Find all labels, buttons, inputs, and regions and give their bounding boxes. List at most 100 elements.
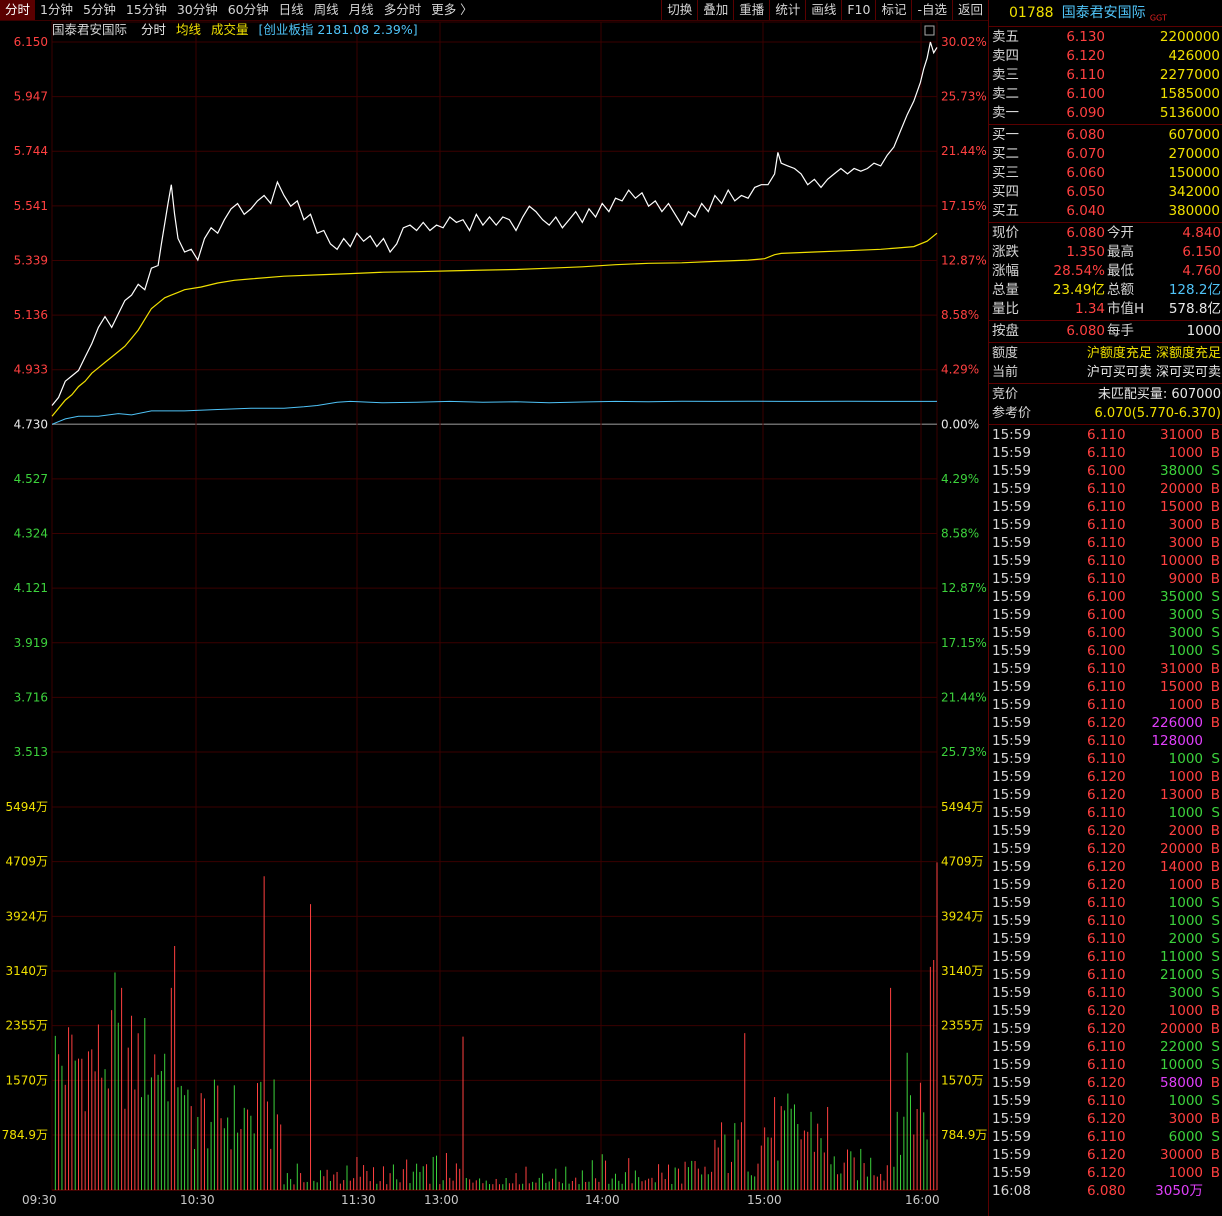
auction-section: 竞价 未匹配买量: 607000 参考价 6.070(5.770-6.370) [989,384,1222,425]
period-tab[interactable]: 更多 〉 [431,2,473,17]
trade-price: 6.120 [1087,859,1126,875]
trade-volume: 20000 [1160,841,1203,857]
trade-price: 6.080 [1087,1183,1126,1199]
trade-time: 15:59 [992,1129,1031,1145]
trade-side: B [1210,427,1220,443]
bid-row: 买一 6.080 607000 [989,126,1222,145]
price-tick-label: 3.513 [14,745,48,759]
trade-time: 15:59 [992,1057,1031,1073]
ask-volume: 426000 [1168,48,1220,64]
chart-mode-label[interactable]: 分时 [141,22,167,37]
pct-tick-label: 21.44% [941,144,987,158]
trade-time: 15:59 [992,499,1031,515]
toolbar: 分时 1分钟 5分钟 15分钟 30分钟 60分钟 日线 周线 月线 多分时 更多 〉 切换 叠加 重播… [0,0,988,21]
period-tab[interactable]: 5分钟 [82,2,116,17]
index-overlay-label[interactable]: [创业板指 2181.08 2.39%] [258,22,418,37]
period-tab[interactable]: 30分钟 [176,2,218,17]
ask-volume: 5136000 [1159,105,1220,121]
trade-side: B [1210,715,1220,731]
stat-value: 6.080 [1066,225,1105,241]
trade-side: B [1210,517,1220,533]
pct-tick-label: 4.29% [941,363,979,377]
trade-row: 15:59 6.110 20000 B [989,480,1222,498]
stat-label: 量比 [992,301,1019,317]
trade-volume: 1000 [1168,1093,1203,1109]
maximize-icon[interactable] [924,25,935,36]
period-tab[interactable]: 15分钟 [125,2,167,17]
trade-side: B [1210,535,1220,551]
trade-side: S [1211,1057,1220,1073]
tool-button[interactable]: 统计 [769,0,805,20]
tool-button[interactable]: 标记 [875,0,911,20]
tool-button[interactable]: 叠加 [697,0,733,20]
trade-price: 6.100 [1087,589,1126,605]
trade-volume: 10000 [1160,1057,1203,1073]
trade-volume: 20000 [1160,1021,1203,1037]
trade-side: B [1210,1021,1220,1037]
tool-button[interactable]: F10 [841,0,875,20]
trade-volume: 1000 [1168,445,1203,461]
trade-price: 6.110 [1087,967,1126,983]
tool-button[interactable]: 画线 [805,0,841,20]
tool-button[interactable]: 切换 [661,0,697,20]
lot-label: 每手 [1107,323,1134,339]
trade-price: 6.120 [1087,1075,1126,1091]
avg-price-line [51,232,938,417]
bid-row: 买二 6.070 270000 [989,145,1222,164]
trade-volume: 20000 [1160,481,1203,497]
quote-title: 01788 国泰君安国际 GGT [989,0,1222,27]
price-tick-label: 4.324 [14,527,48,541]
volume-label[interactable]: 成交量 [211,22,249,37]
stat-value: 28.54% [1053,263,1105,279]
trade-volume: 22000 [1160,1039,1203,1055]
trade-time: 15:59 [992,1021,1031,1037]
pct-tick-label: 25.73% [941,745,987,759]
period-tab[interactable]: 日线 [278,2,304,17]
trade-ticks[interactable]: 15:59 6.110 31000 B 15:59 6.110 1000 B 15:59 6.10… [989,425,1222,1200]
intraday-chart[interactable]: 6.150 30.02% 5.947 25.73% 5.744 21.44% 5.541 17… [0,0,988,1216]
trade-price: 6.110 [1087,697,1126,713]
period-tab[interactable]: 1分钟 [40,2,73,17]
trade-price: 6.110 [1087,1039,1126,1055]
quota-section: 额度 沪额度充足 深额度充足 当前 沪可买可卖 深可买可卖 [989,343,1222,384]
trade-time: 15:59 [992,643,1031,659]
stat-value: 23.49亿 [1052,282,1105,298]
trade-row: 15:59 6.110 9000 B [989,570,1222,588]
bid-label: 买一 [992,127,1019,143]
trade-row: 15:59 6.110 15000 B [989,678,1222,696]
stat-row: 现价 6.080 今开 4.840 [989,224,1222,243]
tool-button[interactable]: -自选 [911,0,952,20]
trade-volume: 38000 [1160,463,1203,479]
trade-side: B [1210,769,1220,785]
trade-side: S [1211,1093,1220,1109]
tool-button[interactable]: 返回 [951,0,988,20]
tool-buttons: 切换 叠加 重播 统计 画线 F10 标记 -自选 返回 [661,0,988,20]
bid-price: 6.050 [1066,184,1105,200]
trade-row: 15:59 6.110 10000 B [989,552,1222,570]
trade-price: 6.110 [1087,931,1126,947]
trade-row: 15:59 6.110 31000 B [989,426,1222,444]
period-tab[interactable]: 周线 [313,2,339,17]
trade-time: 15:59 [992,751,1031,767]
trade-time: 15:59 [992,733,1031,749]
stat-row: 涨跌 1.350 最高 6.150 [989,243,1222,262]
period-tab[interactable]: 分时 [0,0,36,20]
period-tab[interactable]: 月线 [348,2,374,17]
trade-side: B [1210,499,1220,515]
avg-line-label[interactable]: 均线 [176,22,202,37]
trade-volume: 1000 [1168,805,1203,821]
trade-row: 15:59 6.110 3000 B [989,534,1222,552]
ask-row: 卖五 6.130 2200000 [989,28,1222,47]
trade-row: 15:59 6.110 6000 S [989,1128,1222,1146]
trade-row: 15:59 6.110 21000 S [989,966,1222,984]
trade-side: B [1210,823,1220,839]
trade-price: 6.120 [1087,787,1126,803]
ref-price-row: 参考价 6.070(5.770-6.370) [989,404,1222,423]
period-tab[interactable]: 多分时 [383,2,422,17]
trade-row: 15:59 6.120 20000 B [989,840,1222,858]
period-tab[interactable]: 60分钟 [227,2,269,17]
time-tick-label: 15:00 [747,1193,782,1207]
trade-time: 15:59 [992,859,1031,875]
trade-time: 15:59 [992,427,1031,443]
tool-button[interactable]: 重播 [733,0,769,20]
